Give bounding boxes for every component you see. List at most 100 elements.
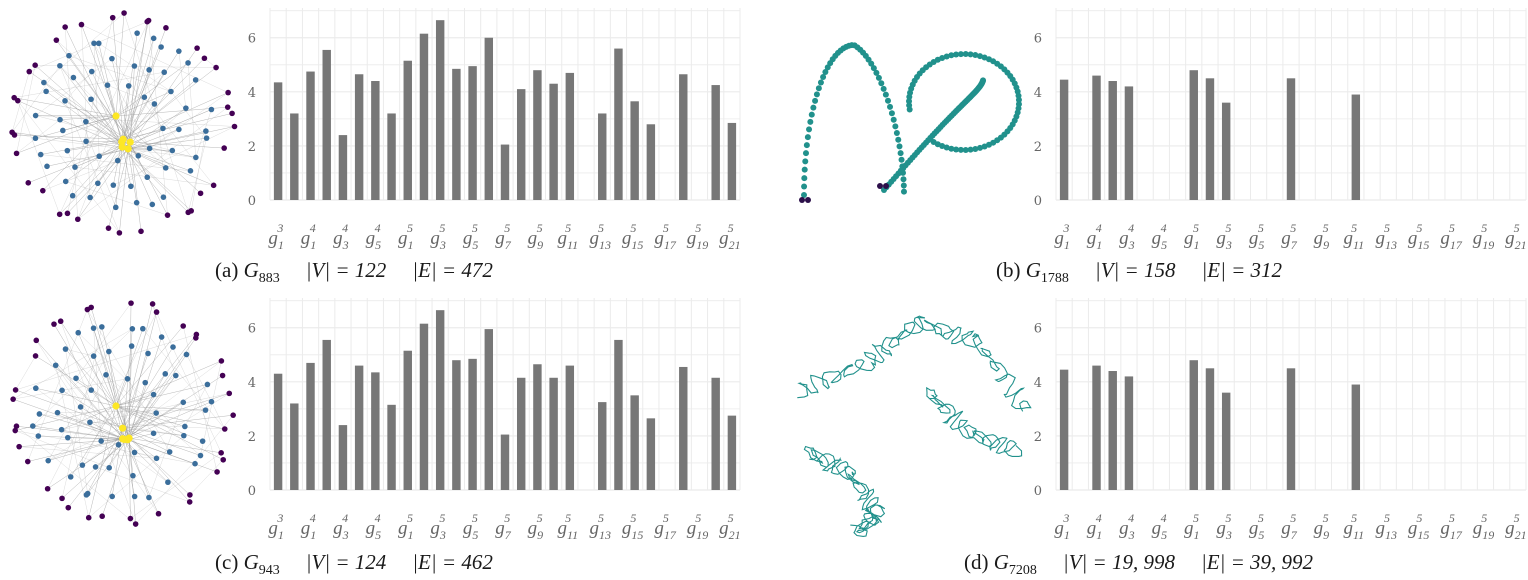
x-tick-label: g14 xyxy=(301,221,317,252)
node xyxy=(109,493,115,500)
hub-node xyxy=(118,143,126,151)
node xyxy=(161,69,168,76)
node xyxy=(58,426,65,433)
node xyxy=(193,335,199,341)
node xyxy=(69,192,76,199)
node xyxy=(802,158,809,165)
node xyxy=(226,390,233,397)
node xyxy=(804,134,811,141)
node xyxy=(66,52,72,59)
node xyxy=(895,136,902,143)
caption-b: (b) G1788 |V| = 158 |E| = 312 xyxy=(996,258,1283,287)
node xyxy=(106,464,112,471)
end-node xyxy=(883,183,889,189)
node xyxy=(187,168,194,174)
node xyxy=(948,145,955,152)
y-tick-label: 6 xyxy=(248,32,256,47)
node xyxy=(12,387,19,393)
node xyxy=(939,54,946,61)
caption-a: (a) G883 |V| = 122 |E| = 472 xyxy=(215,258,493,287)
caption-d: (d) G7208 |V| = 19, 998 |E| = 39, 992 xyxy=(964,550,1314,579)
bar xyxy=(679,74,688,200)
node xyxy=(138,228,144,235)
bar xyxy=(500,144,510,200)
node xyxy=(125,83,132,89)
node xyxy=(169,147,176,154)
bar-chart-b: 0 2 4 6 g13 g14 g34 g54 g15 g35 g55 g75 g95 g115 g135 g… xyxy=(1034,8,1527,252)
end-node xyxy=(799,197,805,203)
node xyxy=(41,79,47,86)
x-tick-label: g215 xyxy=(719,221,741,252)
x-tick-label: g115 xyxy=(558,221,579,252)
bar xyxy=(516,89,526,200)
node xyxy=(70,74,77,81)
node xyxy=(807,118,814,125)
y-tick-label: 0 xyxy=(248,484,256,499)
y-tick-label: 6 xyxy=(248,322,256,337)
node xyxy=(170,344,176,350)
node xyxy=(801,192,807,198)
x-tick-label: g195 xyxy=(687,511,709,542)
node xyxy=(967,146,974,153)
node xyxy=(128,300,134,306)
node xyxy=(13,150,20,157)
node xyxy=(878,80,885,87)
network-graph-c xyxy=(10,300,236,527)
node xyxy=(64,147,71,154)
node xyxy=(882,91,889,98)
bar xyxy=(679,366,688,490)
node xyxy=(981,143,988,150)
node xyxy=(64,210,71,217)
x-tick-label: g135 xyxy=(1375,221,1397,252)
node xyxy=(24,458,31,465)
bar xyxy=(371,372,380,490)
node xyxy=(37,151,44,158)
node xyxy=(176,48,182,54)
node xyxy=(801,183,808,190)
node xyxy=(13,423,20,429)
bar xyxy=(1286,78,1296,200)
node xyxy=(948,52,955,59)
node xyxy=(199,438,206,444)
node xyxy=(930,139,937,146)
node xyxy=(131,63,138,69)
bar xyxy=(516,377,526,490)
node xyxy=(67,474,74,480)
network-graph-d xyxy=(797,315,1032,537)
bar xyxy=(711,85,720,200)
node xyxy=(977,144,984,151)
node xyxy=(95,180,101,187)
bar xyxy=(1351,94,1361,200)
bar xyxy=(1205,368,1215,490)
x-tick-label: g95 xyxy=(528,511,544,542)
node xyxy=(203,128,209,134)
x-tick-label: g34 xyxy=(333,221,349,252)
node xyxy=(900,182,907,189)
node xyxy=(158,334,165,340)
bar xyxy=(1092,75,1101,200)
x-tick-label: g13 xyxy=(268,511,284,542)
node xyxy=(32,62,38,69)
node xyxy=(106,348,112,355)
node xyxy=(153,410,159,416)
node xyxy=(131,493,138,500)
node xyxy=(127,515,134,522)
node xyxy=(142,379,149,386)
node xyxy=(9,129,15,136)
bar xyxy=(500,434,510,490)
bar xyxy=(338,425,348,490)
x-tick-label: g15 xyxy=(1184,221,1200,252)
node xyxy=(54,409,61,416)
node xyxy=(884,97,891,104)
node xyxy=(78,21,85,28)
node xyxy=(134,30,140,36)
network-graph-a xyxy=(9,10,238,236)
node xyxy=(144,174,151,181)
node xyxy=(957,51,964,58)
node xyxy=(73,375,79,382)
node xyxy=(808,111,815,118)
y-tick-label: 4 xyxy=(1034,376,1042,391)
node xyxy=(121,10,127,16)
node xyxy=(193,154,199,161)
y-tick-label: 6 xyxy=(1034,322,1042,337)
